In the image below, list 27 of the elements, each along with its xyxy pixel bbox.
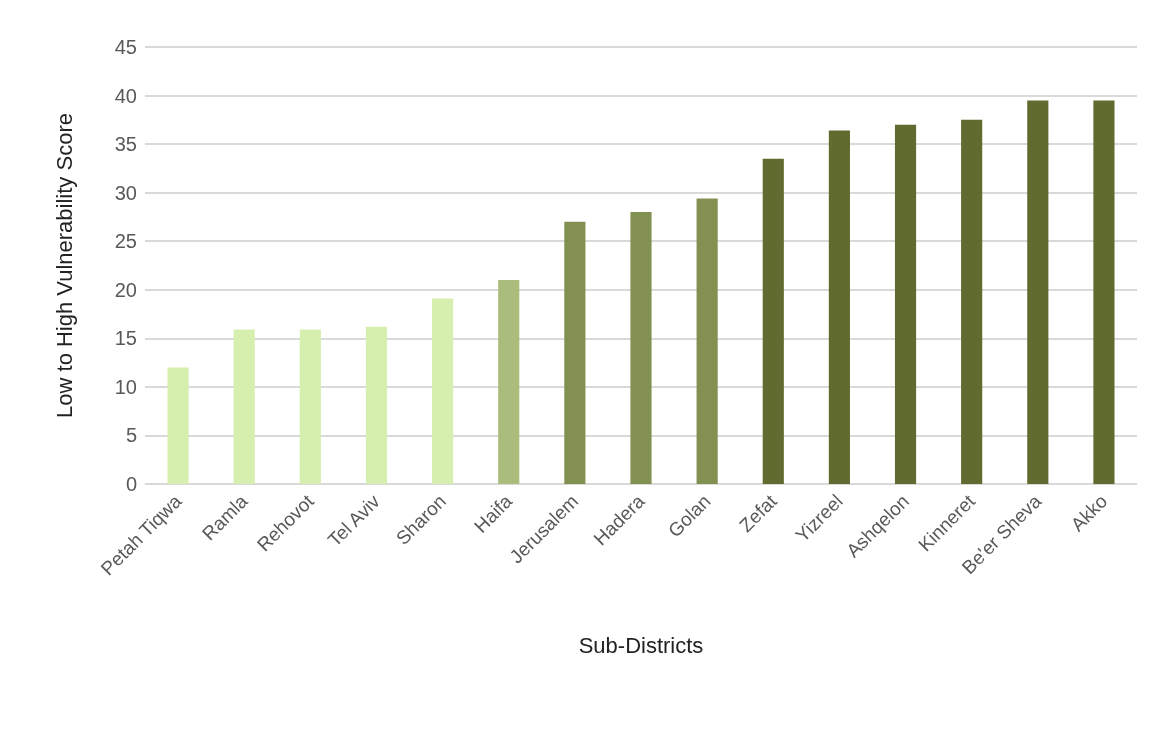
- y-tick-label: 40: [114, 84, 137, 107]
- bar: [167, 367, 189, 484]
- y-tick-label: 35: [114, 133, 137, 156]
- y-tick-label: 5: [125, 424, 137, 447]
- bar: [299, 329, 321, 484]
- bar: [564, 221, 586, 484]
- bar: [365, 326, 388, 484]
- y-tick-label: 0: [125, 473, 137, 495]
- x-axis-title: Sub-Districts: [578, 632, 704, 658]
- bar: [498, 280, 520, 484]
- bar: [1093, 100, 1115, 484]
- bar: [1027, 100, 1049, 484]
- y-tick-label: 45: [114, 36, 137, 58]
- bar: [762, 158, 784, 484]
- bar: [630, 212, 652, 484]
- y-axis-title: Low to High Vulnerability Score: [51, 113, 77, 418]
- y-tick-label: 25: [114, 230, 137, 253]
- y-tick-label: 10: [114, 375, 137, 398]
- bar: [828, 130, 850, 484]
- y-tick-label: 15: [114, 327, 137, 350]
- bar: [894, 124, 917, 484]
- y-tick-label: 30: [114, 181, 137, 204]
- bar: [961, 119, 983, 484]
- bar: [696, 198, 718, 484]
- bar: [432, 298, 454, 484]
- y-tick-label: 20: [114, 278, 137, 301]
- bar: [233, 329, 255, 484]
